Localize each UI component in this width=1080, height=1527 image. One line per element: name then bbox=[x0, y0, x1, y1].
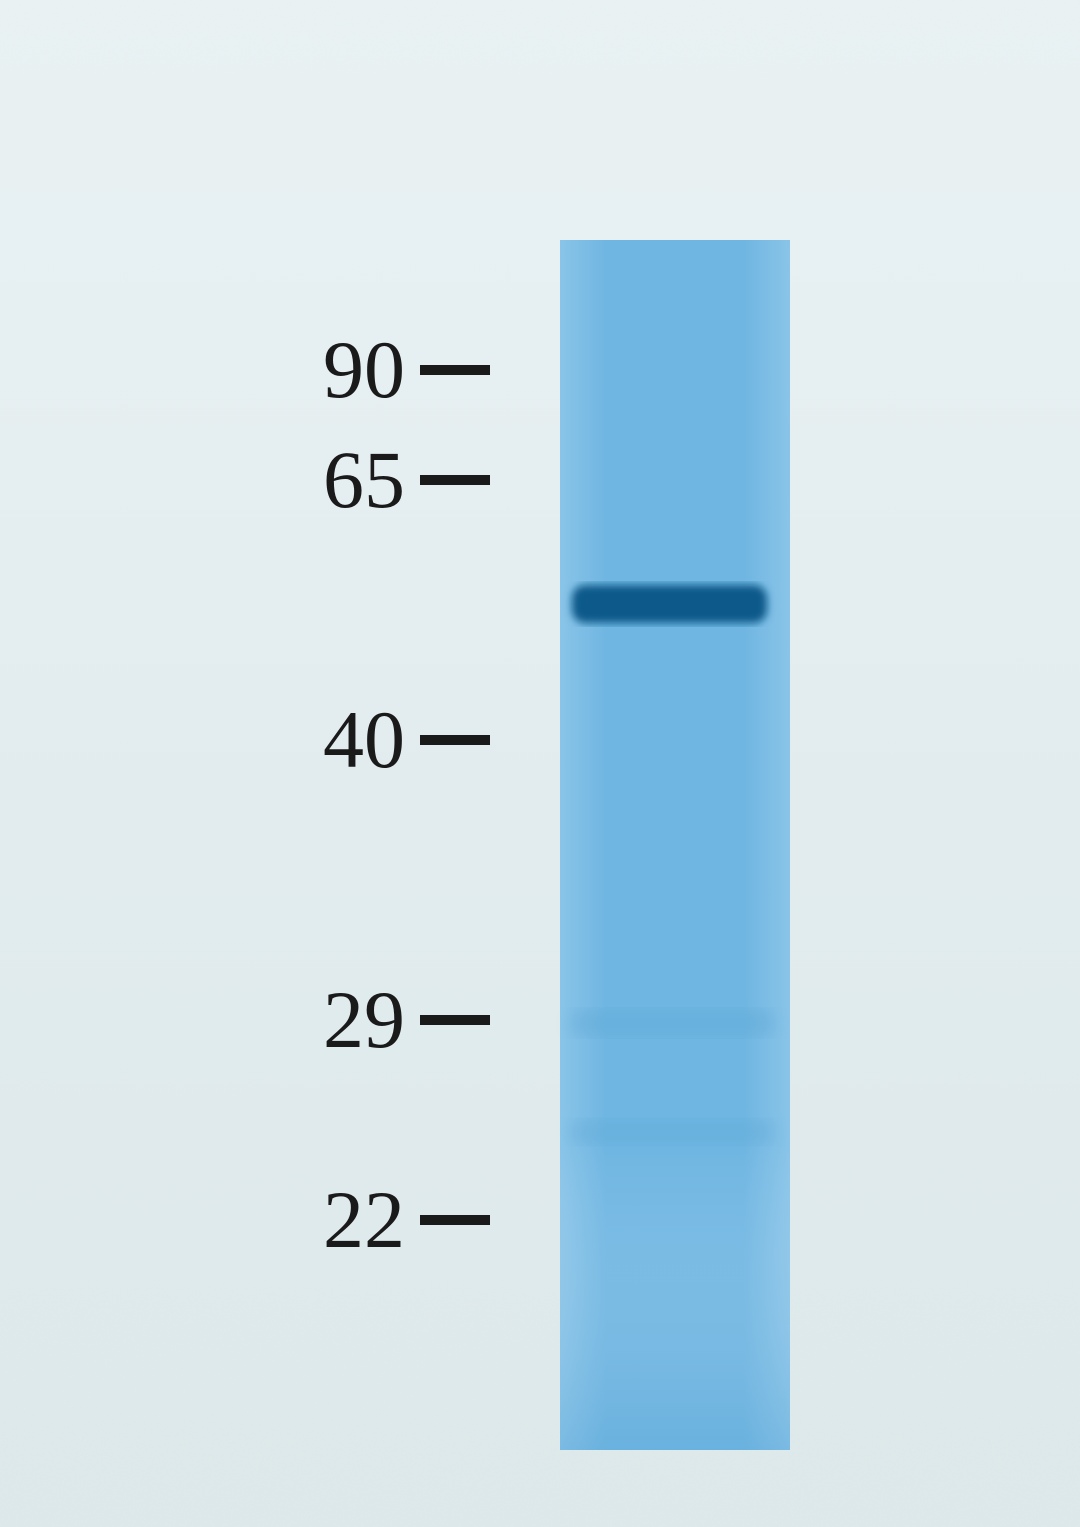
marker-label-40: 40 bbox=[323, 699, 405, 781]
primary-band bbox=[572, 585, 767, 623]
marker-tick-29 bbox=[420, 1015, 490, 1025]
marker-label-22: 22 bbox=[323, 1179, 405, 1261]
marker-label-65: 65 bbox=[323, 439, 405, 521]
western-blot-figure: 90 65 40 29 22 bbox=[0, 0, 1080, 1527]
blot-background bbox=[0, 0, 1080, 1527]
marker-tick-90 bbox=[420, 365, 490, 375]
bg-noise bbox=[0, 0, 1080, 1527]
gel-lane bbox=[560, 240, 790, 1450]
lane-rect-vert bbox=[560, 240, 790, 1450]
marker-label-90: 90 bbox=[323, 329, 405, 411]
faint-band-24 bbox=[570, 1120, 775, 1144]
marker-tick-22 bbox=[420, 1215, 490, 1225]
marker-tick-40 bbox=[420, 735, 490, 745]
faint-band-29 bbox=[570, 1010, 775, 1036]
marker-label-29: 29 bbox=[323, 979, 405, 1061]
marker-tick-65 bbox=[420, 475, 490, 485]
